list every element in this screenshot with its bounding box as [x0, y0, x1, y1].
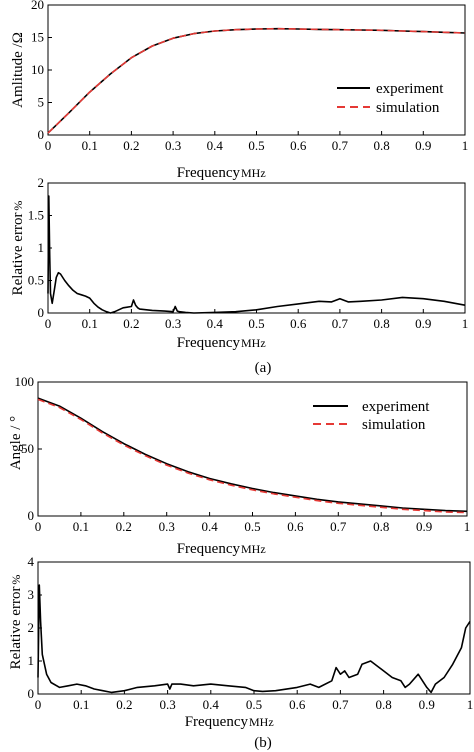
x-tick-label: 0.6 [287, 519, 304, 534]
amplitude-error-ylabel-unit: % [11, 201, 25, 211]
y-tick-label: 15 [31, 30, 44, 45]
y-tick-label: 1 [28, 653, 35, 668]
angle-error-ylabel-text: Relative error [8, 587, 24, 670]
y-tick-label: 0 [38, 127, 45, 142]
amplitude-error-ylabel-text: Relative error [10, 213, 26, 296]
y-tick-label: 0 [28, 508, 35, 523]
y-tick-label: 100 [15, 374, 35, 389]
x-tick-label: 0.5 [248, 316, 264, 331]
x-tick-label: 0.7 [330, 519, 347, 534]
x-tick-label: 0 [35, 519, 42, 534]
caption-a: (a) [255, 360, 272, 376]
y-tick-label: 20 [31, 0, 44, 12]
amplitude-chart: Frequency MHz Amlitude /Ω experiment sim… [10, 0, 468, 181]
x-tick-label: 0.3 [165, 138, 181, 153]
x-tick-label: 0.1 [82, 316, 98, 331]
x-tick-label: 0.2 [116, 697, 132, 712]
x-tick-label: 0.6 [289, 697, 306, 712]
x-tick-label: 0.8 [373, 519, 389, 534]
series-line-simulation [47, 27, 466, 134]
x-tick-label: 0.2 [123, 138, 139, 153]
x-tick-label: 0.9 [416, 519, 432, 534]
x-tick-label: 0.9 [415, 138, 431, 153]
x-tick-label: 0.8 [375, 697, 391, 712]
amplitude-error-chart-ylabel: Relative error% [10, 201, 26, 296]
x-tick-label: 1 [462, 316, 469, 331]
y-tick-label: 10 [31, 62, 44, 77]
angle-chart-xlabel: Frequency [177, 541, 241, 557]
x-tick-label: 0.8 [373, 316, 389, 331]
x-tick-label: 0.7 [332, 138, 349, 153]
x-tick-label: 0.2 [123, 316, 139, 331]
amplitude-error-chart-xunit: MHz [241, 336, 266, 350]
angle-chart-ylabel: Angle / ° [8, 416, 24, 470]
plot-frame [47, 182, 466, 314]
angle-error-chart-xlabel: Frequency [185, 714, 249, 730]
x-tick-label: 0.1 [73, 519, 89, 534]
x-tick-label: 0.4 [201, 519, 218, 534]
y-tick-label: 1 [38, 240, 45, 255]
legend-experiment-label: experiment [362, 399, 430, 415]
amplitude-chart-ylabel: Amlitude /Ω [10, 32, 26, 108]
x-tick-label: 0.2 [116, 519, 132, 534]
amplitude-chart-xunit: MHz [241, 166, 266, 180]
angle-chart: Frequency MHz Angle / ° experiment simul… [8, 374, 470, 557]
angle-error-chart-xunit: MHz [249, 715, 274, 729]
plot-frame [37, 561, 471, 695]
x-tick-label: 0.5 [248, 138, 264, 153]
x-tick-label: 0.9 [415, 316, 431, 331]
x-tick-label: 0.3 [159, 519, 175, 534]
x-tick-label: 0.9 [419, 697, 435, 712]
x-tick-label: 0.8 [373, 138, 389, 153]
x-tick-label: 0.5 [244, 519, 260, 534]
x-tick-label: 1 [462, 138, 469, 153]
y-tick-label: 0.5 [28, 273, 44, 288]
y-tick-label: 2 [28, 620, 35, 635]
amplitude-chart-xlabel: Frequency [177, 165, 241, 181]
x-tick-label: 0.4 [207, 316, 224, 331]
amplitude-chart-legend: experiment simulation [337, 81, 444, 116]
amplitude-error-chart: Frequency MHz Relative error% 0 0.1 0.2 0.3… [10, 175, 468, 351]
y-tick-label: 4 [28, 554, 35, 569]
series-line-experiment [37, 397, 468, 513]
angle-chart-legend: experiment simulation [313, 399, 430, 433]
y-tick-label: 1.5 [28, 208, 44, 223]
y-tick-label: 0 [38, 305, 45, 320]
x-tick-label: 0.3 [159, 697, 175, 712]
legend-experiment-label: experiment [376, 81, 444, 97]
legend-simulation-label: simulation [376, 100, 440, 116]
y-tick-label: 5 [38, 95, 45, 110]
legend-simulation-label: simulation [362, 417, 426, 433]
x-tick-label: 0 [35, 697, 42, 712]
y-tick-label: 2 [38, 175, 45, 190]
angle-error-chart: Frequency MHz Relative error% 0 0.1 0.2 0.3… [8, 554, 473, 730]
y-tick-label: 3 [28, 587, 35, 602]
x-tick-label: 0 [45, 138, 52, 153]
x-tick-label: 0.1 [82, 138, 98, 153]
x-tick-label: 0.6 [290, 316, 307, 331]
x-tick-label: 1 [464, 519, 471, 534]
x-tick-label: 0.6 [290, 138, 307, 153]
caption-b: (b) [254, 735, 272, 751]
x-tick-label: 0.3 [165, 316, 181, 331]
amplitude-error-chart-xlabel: Frequency [177, 335, 241, 351]
x-tick-label: 0 [45, 316, 52, 331]
series-line-simulation [37, 398, 468, 514]
series-line-series-0 [37, 584, 471, 694]
x-tick-label: 0.5 [246, 697, 262, 712]
angle-error-chart-ylabel: Relative error% [8, 575, 24, 670]
series-line-series-0 [47, 195, 466, 314]
y-tick-label: 50 [21, 441, 34, 456]
x-tick-label: 0.7 [332, 316, 349, 331]
x-tick-label: 0.1 [73, 697, 89, 712]
x-tick-label: 1 [467, 697, 474, 712]
x-tick-label: 0.4 [207, 138, 224, 153]
angle-error-ylabel-unit: % [9, 575, 23, 585]
x-tick-label: 0.7 [332, 697, 349, 712]
x-tick-label: 0.4 [203, 697, 220, 712]
angle-chart-xunit: MHz [241, 542, 266, 556]
y-tick-label: 0 [28, 686, 35, 701]
